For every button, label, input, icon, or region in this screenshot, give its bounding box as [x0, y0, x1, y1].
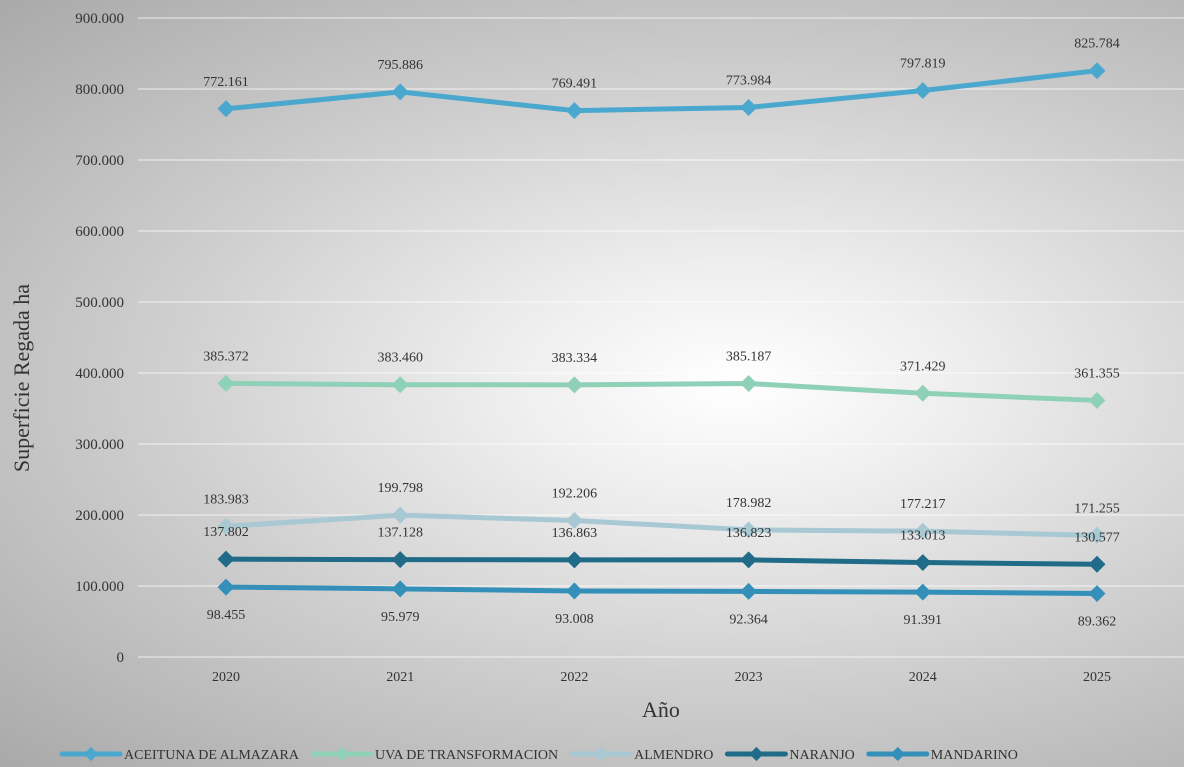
- data-label: 371.429: [900, 359, 946, 374]
- data-point: [391, 580, 409, 598]
- data-label: 178.982: [726, 496, 772, 511]
- data-point: [391, 506, 409, 524]
- data-label: 183.983: [203, 492, 249, 507]
- data-label: 92.364: [729, 612, 768, 627]
- y-tick-label: 500.000: [75, 295, 124, 311]
- x-tick-label: 2021: [386, 670, 414, 685]
- data-label: 95.979: [381, 610, 420, 625]
- x-tick-label: 2020: [212, 670, 240, 685]
- data-label: 177.217: [900, 497, 946, 512]
- y-tick-label: 200.000: [75, 508, 124, 524]
- data-label: 137.802: [203, 525, 249, 540]
- data-point: [740, 551, 758, 569]
- y-tick-label: 900.000: [75, 11, 124, 27]
- y-tick-label: 400.000: [75, 366, 124, 382]
- data-labels: 772.161 795.886 769.491 773.984 797.819 825.7…: [203, 37, 1120, 630]
- series-line: [223, 380, 1100, 403]
- data-label: 385.372: [203, 349, 249, 364]
- data-label: 171.255: [1074, 501, 1120, 516]
- data-point: [914, 384, 932, 402]
- data-point: [565, 582, 583, 600]
- legend-marker: [594, 746, 609, 762]
- data-label: 797.819: [900, 57, 946, 72]
- data-point: [217, 517, 235, 535]
- data-label: 383.460: [377, 351, 423, 366]
- data-label: 383.334: [552, 351, 598, 366]
- legend-label: ACEITUNA DE ALMAZARA: [124, 748, 300, 763]
- data-label: 98.455: [207, 608, 246, 623]
- legend-marker: [334, 746, 350, 762]
- data-label: 773.984: [726, 73, 772, 88]
- data-point: [217, 100, 235, 118]
- series-line: [223, 556, 1100, 567]
- data-label: 192.206: [552, 487, 598, 502]
- data-label: 769.491: [552, 77, 598, 92]
- series-line: [223, 68, 1100, 114]
- series-line: [223, 512, 1100, 538]
- y-tick-label: 100.000: [75, 579, 124, 595]
- data-point: [217, 578, 235, 596]
- legend-label: UVA DE TRANSFORMACION: [375, 748, 558, 763]
- series-layer: [217, 62, 1106, 603]
- data-label: 133.013: [900, 529, 946, 544]
- y-tick-label: 300.000: [75, 437, 124, 453]
- data-point: [1088, 526, 1106, 544]
- y-tick-label: 600.000: [75, 224, 124, 240]
- data-label: 199.798: [377, 481, 423, 496]
- data-label: 136.863: [552, 526, 598, 541]
- legend-label: NARANJO: [789, 748, 854, 763]
- legend-label: MANDARINO: [931, 748, 1018, 763]
- data-point: [565, 102, 583, 120]
- x-tick-label: 2024: [909, 670, 937, 685]
- data-point: [391, 551, 409, 569]
- data-point: [914, 554, 932, 572]
- data-label: 91.391: [904, 613, 943, 628]
- data-point: [914, 522, 932, 540]
- data-label: 93.008: [555, 612, 594, 627]
- y-axis-title: Superficie Regada ha: [9, 284, 34, 472]
- series-line: [223, 584, 1100, 597]
- legend-marker: [83, 746, 99, 762]
- data-point: [1088, 62, 1106, 80]
- y-tick-label: 0: [117, 650, 125, 666]
- y-axis-ticks: 0 100.000 200.000 300.000 400.000 500.000 600.…: [75, 11, 124, 666]
- x-tick-label: 2022: [560, 670, 588, 685]
- x-axis-ticks: 2020 2021 2022 2023 2024 2025: [212, 670, 1111, 685]
- y-tick-label: 700.000: [75, 153, 124, 169]
- data-point: [740, 582, 758, 600]
- data-label: 772.161: [203, 75, 249, 90]
- data-point: [217, 374, 235, 392]
- data-label: 385.187: [726, 350, 772, 365]
- data-point: [914, 583, 932, 601]
- data-point: [565, 551, 583, 569]
- data-point: [565, 512, 583, 530]
- data-point: [914, 82, 932, 100]
- data-point: [740, 521, 758, 539]
- x-tick-label: 2025: [1083, 670, 1111, 685]
- legend: ACEITUNA DE ALMAZARA UVA DE TRANSFORMACIO…: [59, 746, 1018, 763]
- data-point: [391, 376, 409, 394]
- data-point: [740, 98, 758, 116]
- data-label: 137.128: [377, 526, 423, 541]
- x-axis-title: Año: [642, 697, 680, 722]
- data-label: 130.577: [1074, 530, 1120, 545]
- data-point: [565, 376, 583, 394]
- data-label: 361.355: [1074, 366, 1120, 381]
- legend-marker: [749, 746, 764, 762]
- legend-label: ALMENDRO: [634, 748, 713, 763]
- legend-marker: [890, 746, 905, 762]
- data-point: [1088, 585, 1106, 603]
- y-tick-label: 800.000: [75, 82, 124, 98]
- data-label: 825.784: [1074, 37, 1120, 52]
- data-label: 89.362: [1078, 615, 1117, 630]
- data-point: [1088, 555, 1106, 573]
- data-point: [1088, 391, 1106, 409]
- x-tick-label: 2023: [735, 670, 763, 685]
- data-point: [217, 550, 235, 568]
- data-point: [740, 375, 758, 393]
- data-label: 795.886: [377, 58, 423, 73]
- data-label: 136.823: [726, 526, 772, 541]
- data-point: [391, 83, 409, 101]
